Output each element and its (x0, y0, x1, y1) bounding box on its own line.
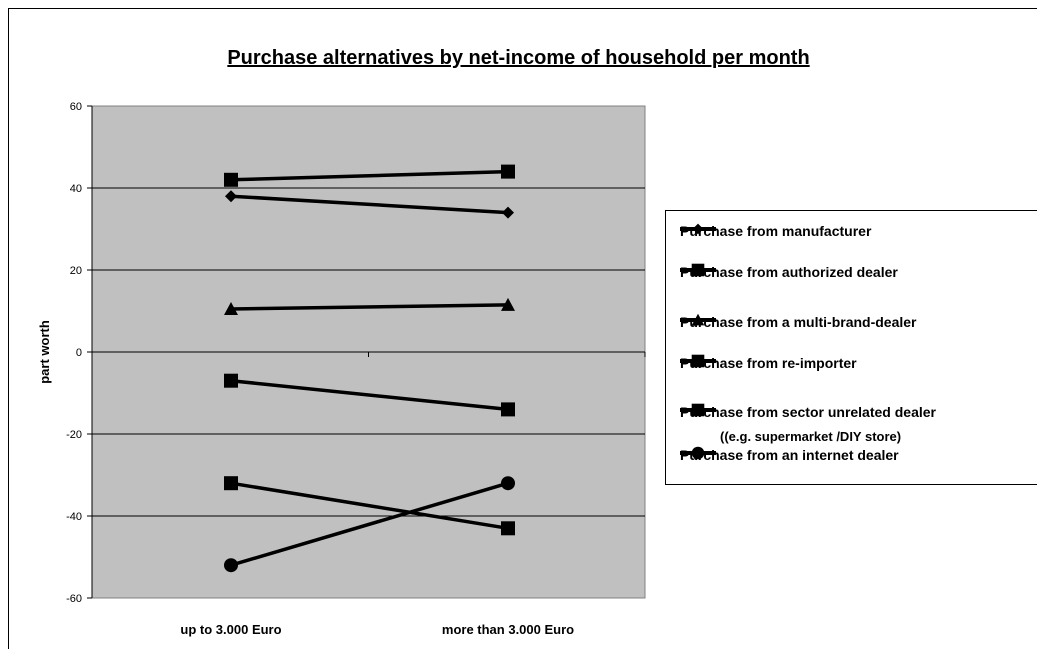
data-point (224, 558, 238, 573)
series-line (230, 169, 509, 182)
data-point (501, 476, 515, 491)
data-point (502, 206, 514, 219)
data-point (224, 373, 238, 388)
data-point (691, 354, 705, 368)
legend-swatch (680, 354, 716, 368)
legend-swatch (680, 403, 716, 417)
legend-item: Purchase from authorized dealer (678, 260, 898, 284)
data-point (691, 403, 705, 417)
legend-swatch (680, 446, 716, 460)
series-line (230, 303, 509, 311)
data-point (691, 313, 705, 326)
legend-item: Purchase from an internet dealer (678, 443, 899, 467)
y-tick-label: 20 (70, 265, 82, 277)
series-line (230, 481, 509, 567)
data-point (225, 190, 237, 203)
data-point (691, 263, 705, 277)
legend-label: Purchase from manufacturer (680, 223, 872, 239)
y-tick-label: 0 (76, 347, 82, 359)
legend-swatch (680, 313, 716, 326)
legend-swatch (680, 263, 716, 277)
data-point (691, 446, 705, 460)
legend-swatch (680, 223, 716, 235)
chart-frame (8, 8, 1037, 649)
legend-item: Purchase from re-importer (678, 351, 857, 375)
legend-item: Purchase from sector unrelated dealer (678, 400, 936, 424)
data-point (501, 521, 515, 536)
data-point (501, 297, 515, 311)
data-point (501, 402, 515, 417)
y-tick-label: 40 (70, 183, 82, 195)
x-tick-label: more than 3.000 Euro (442, 622, 574, 637)
x-tick-label: up to 3.000 Euro (180, 622, 281, 637)
y-tick-label: -60 (66, 593, 82, 605)
data-point (692, 223, 704, 235)
y-tick-label: -40 (66, 511, 82, 523)
series-line (230, 194, 509, 215)
series-line (230, 378, 509, 412)
data-point (224, 172, 238, 187)
legend-item: Purchase from manufacturer (678, 219, 871, 243)
chart-title: Purchase alternatives by net-income of h… (227, 47, 810, 69)
y-axis-label: part worth (37, 320, 52, 384)
legend-label: Purchase from an internet dealer (680, 447, 899, 463)
series-line (230, 481, 509, 531)
legend-label: Purchase from re-importer (680, 355, 857, 371)
chart-legend: Purchase from manufacturer Purchase from … (665, 210, 1037, 485)
data-point (224, 476, 238, 491)
legend-note: ((e.g. supermarket /DIY store) (720, 429, 902, 444)
data-point (224, 301, 238, 315)
y-tick-label: 60 (70, 101, 82, 113)
y-tick-label: -20 (66, 429, 82, 441)
legend-item: Purchase from a multi-brand-dealer (678, 310, 917, 334)
legend-label: Purchase from sector unrelated dealer (680, 404, 936, 420)
data-point (501, 164, 515, 179)
legend-label: Purchase from a multi-brand-dealer (680, 314, 917, 330)
legend-label: Purchase from authorized dealer (680, 264, 898, 280)
